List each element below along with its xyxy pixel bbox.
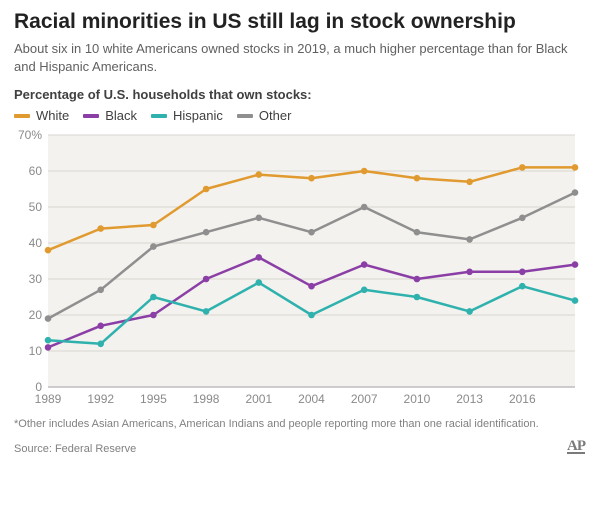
series-marker (519, 164, 526, 171)
series-marker (572, 190, 579, 197)
legend-item-black: Black (83, 108, 137, 123)
series-marker (414, 229, 421, 236)
series-marker (466, 179, 473, 186)
series-marker (256, 215, 263, 222)
series-marker (97, 341, 104, 348)
series-marker (519, 215, 526, 222)
series-marker (203, 276, 210, 283)
series-marker (572, 298, 579, 305)
svg-text:20: 20 (29, 308, 43, 322)
series-marker (308, 175, 315, 182)
chart-legend: White Black Hispanic Other (14, 108, 585, 123)
legend-label: Other (259, 108, 292, 123)
legend-label: Hispanic (173, 108, 223, 123)
series-marker (256, 172, 263, 179)
legend-item-white: White (14, 108, 69, 123)
legend-swatch (14, 114, 30, 118)
line-chart: 010203040506070%198919921995199820012004… (14, 129, 585, 409)
svg-text:10: 10 (29, 344, 43, 358)
series-marker (203, 308, 210, 315)
legend-label: Black (105, 108, 137, 123)
series-marker (361, 204, 368, 211)
series-marker (572, 164, 579, 171)
series-marker (414, 294, 421, 301)
series-marker (308, 283, 315, 290)
series-marker (572, 262, 579, 269)
legend-item-hispanic: Hispanic (151, 108, 223, 123)
series-marker (519, 283, 526, 290)
svg-text:50: 50 (29, 200, 43, 214)
chart-subtitle: About six in 10 white Americans owned st… (14, 40, 585, 75)
series-marker (519, 269, 526, 276)
series-marker (97, 287, 104, 294)
svg-text:1989: 1989 (35, 392, 62, 406)
series-marker (308, 312, 315, 319)
svg-text:70%: 70% (18, 129, 42, 142)
ap-logo: AP (567, 438, 585, 455)
legend-item-other: Other (237, 108, 292, 123)
series-marker (45, 247, 52, 254)
svg-text:40: 40 (29, 236, 43, 250)
figure-container: Racial minorities in US still lag in sto… (0, 0, 599, 463)
chart-svg: 010203040506070%198919921995199820012004… (14, 129, 585, 409)
svg-text:2004: 2004 (298, 392, 325, 406)
svg-text:2001: 2001 (245, 392, 272, 406)
series-marker (45, 337, 52, 344)
series-marker (150, 244, 157, 251)
series-marker (97, 323, 104, 330)
svg-text:2013: 2013 (456, 392, 483, 406)
legend-swatch (151, 114, 167, 118)
series-marker (256, 254, 263, 261)
legend-label: White (36, 108, 69, 123)
chart-source: Source: Federal Reserve (14, 443, 136, 455)
svg-text:1992: 1992 (87, 392, 114, 406)
series-marker (256, 280, 263, 287)
series-marker (45, 316, 52, 323)
legend-swatch (237, 114, 253, 118)
series-marker (150, 222, 157, 229)
series-marker (414, 175, 421, 182)
series-marker (150, 312, 157, 319)
series-marker (361, 287, 368, 294)
legend-swatch (83, 114, 99, 118)
source-row: Source: Federal Reserve AP (14, 438, 585, 455)
svg-text:1998: 1998 (193, 392, 220, 406)
series-marker (466, 308, 473, 315)
series-marker (203, 186, 210, 193)
chart-title: Racial minorities in US still lag in sto… (14, 10, 585, 34)
svg-text:1995: 1995 (140, 392, 167, 406)
svg-text:2007: 2007 (351, 392, 378, 406)
legend-title: Percentage of U.S. households that own s… (14, 87, 585, 102)
series-marker (361, 168, 368, 175)
series-marker (414, 276, 421, 283)
svg-text:2016: 2016 (509, 392, 536, 406)
series-marker (150, 294, 157, 301)
series-marker (45, 344, 52, 351)
chart-footnote: *Other includes Asian Americans, America… (14, 417, 585, 431)
svg-text:2010: 2010 (404, 392, 431, 406)
series-marker (466, 269, 473, 276)
svg-text:30: 30 (29, 272, 43, 286)
series-marker (361, 262, 368, 269)
series-marker (97, 226, 104, 233)
series-marker (308, 229, 315, 236)
svg-text:60: 60 (29, 164, 43, 178)
series-marker (203, 229, 210, 236)
series-marker (466, 236, 473, 243)
